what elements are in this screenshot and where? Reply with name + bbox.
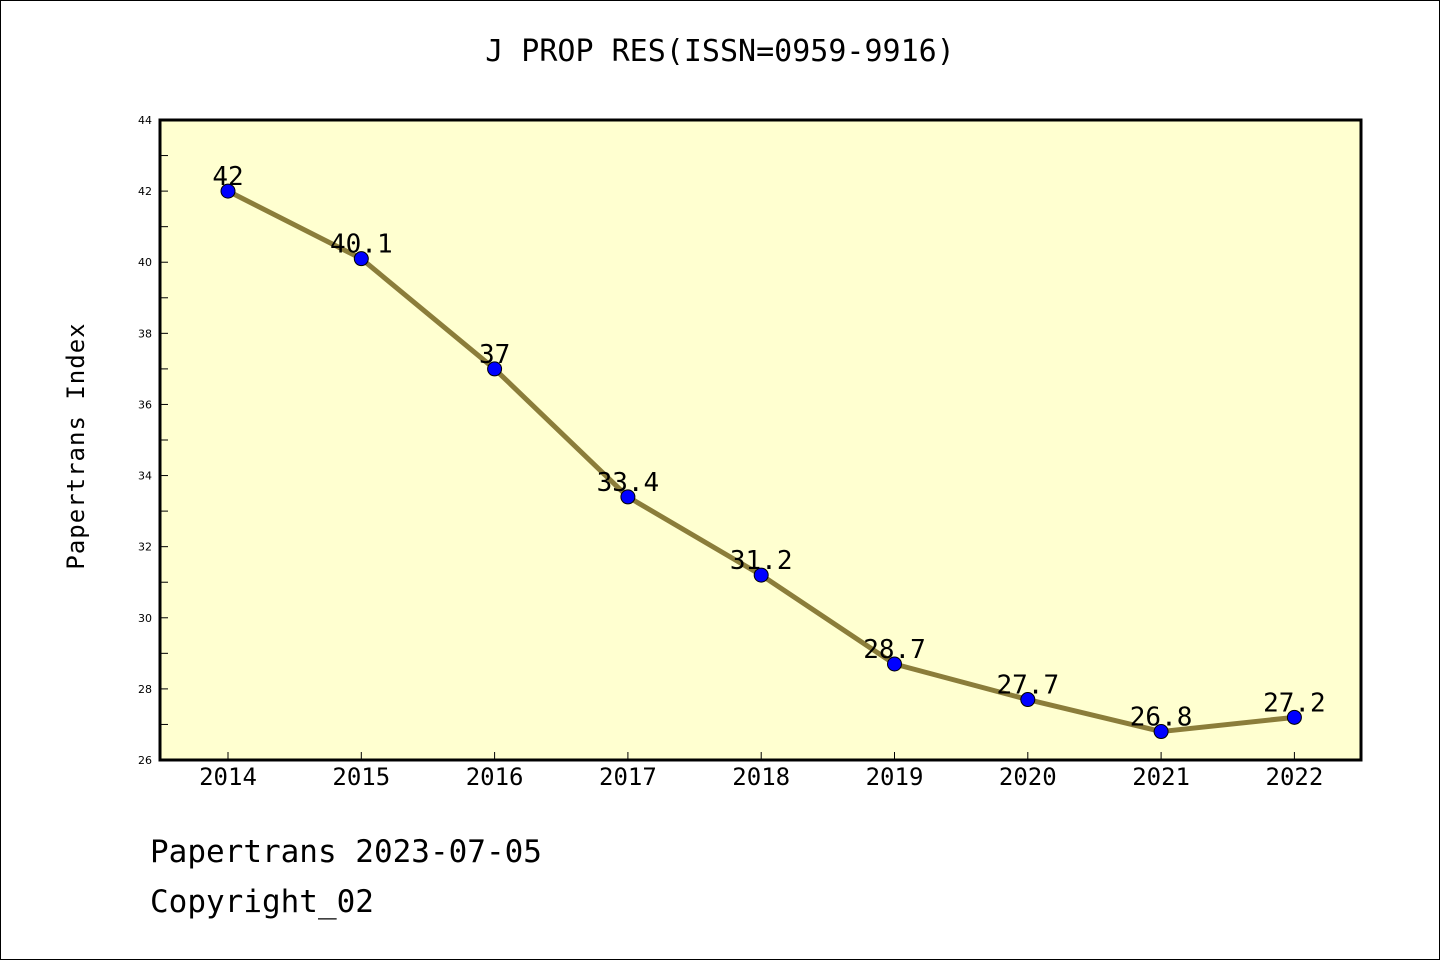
x-axis: 2014 2015 2016 2017 2018 2019 2020 2021 2022	[199, 752, 1323, 791]
footer-copyright: Copyright_02	[150, 884, 374, 920]
y-axis: 26 28 30 32 34 36 38 40 42 44	[138, 114, 168, 767]
data-label: 33.4	[597, 468, 660, 498]
x-tick-label: 2017	[599, 763, 657, 791]
plot-border	[158, 118, 1363, 762]
data-point	[1020, 692, 1036, 708]
y-tick-label: 38	[138, 327, 152, 340]
x-tick-label: 2021	[1132, 763, 1190, 791]
data-points	[220, 183, 1302, 740]
y-tick-label: 40	[138, 256, 152, 269]
data-label: 37	[479, 340, 510, 370]
y-tick-label: 26	[138, 754, 152, 767]
x-tick-label: 2020	[999, 763, 1057, 791]
y-tick-label: 28	[138, 683, 152, 696]
data-point	[887, 656, 902, 672]
x-tick-label: 2019	[866, 763, 924, 791]
x-tick-label: 2022	[1266, 763, 1324, 791]
data-label: 26.8	[1130, 703, 1193, 733]
x-tick-label: 2015	[332, 763, 390, 791]
data-point	[753, 567, 769, 583]
chart-title: J PROP RES(ISSN=0959-9916)	[485, 34, 955, 69]
y-tick-label: 42	[138, 185, 152, 198]
data-point	[353, 251, 369, 267]
footer-date: Papertrans 2023-07-05	[150, 834, 542, 870]
data-labels: 42 40.1 37 33.4 31.2 28.7 27.7 26.8 27.2	[212, 162, 1325, 732]
x-tick-label: 2014	[199, 763, 257, 791]
data-label: 27.2	[1263, 688, 1326, 718]
y-tick-label: 30	[138, 612, 152, 625]
y-tick-label: 44	[138, 114, 152, 127]
data-label: 27.7	[996, 671, 1059, 701]
x-tick-label: 2016	[466, 763, 524, 791]
data-label: 31.2	[730, 546, 793, 576]
data-point	[1153, 724, 1169, 740]
x-tick-label: 2018	[732, 763, 790, 791]
y-tick-label: 32	[138, 541, 152, 554]
data-label: 42	[212, 162, 243, 192]
plot-area	[160, 120, 1361, 760]
y-tick-label: 34	[138, 470, 152, 483]
y-tick-label: 36	[138, 398, 152, 411]
data-point	[220, 183, 236, 199]
data-label: 28.7	[863, 635, 926, 665]
data-point	[487, 361, 503, 377]
data-point	[620, 489, 636, 505]
data-label: 40.1	[330, 230, 393, 260]
data-point	[1286, 709, 1302, 725]
